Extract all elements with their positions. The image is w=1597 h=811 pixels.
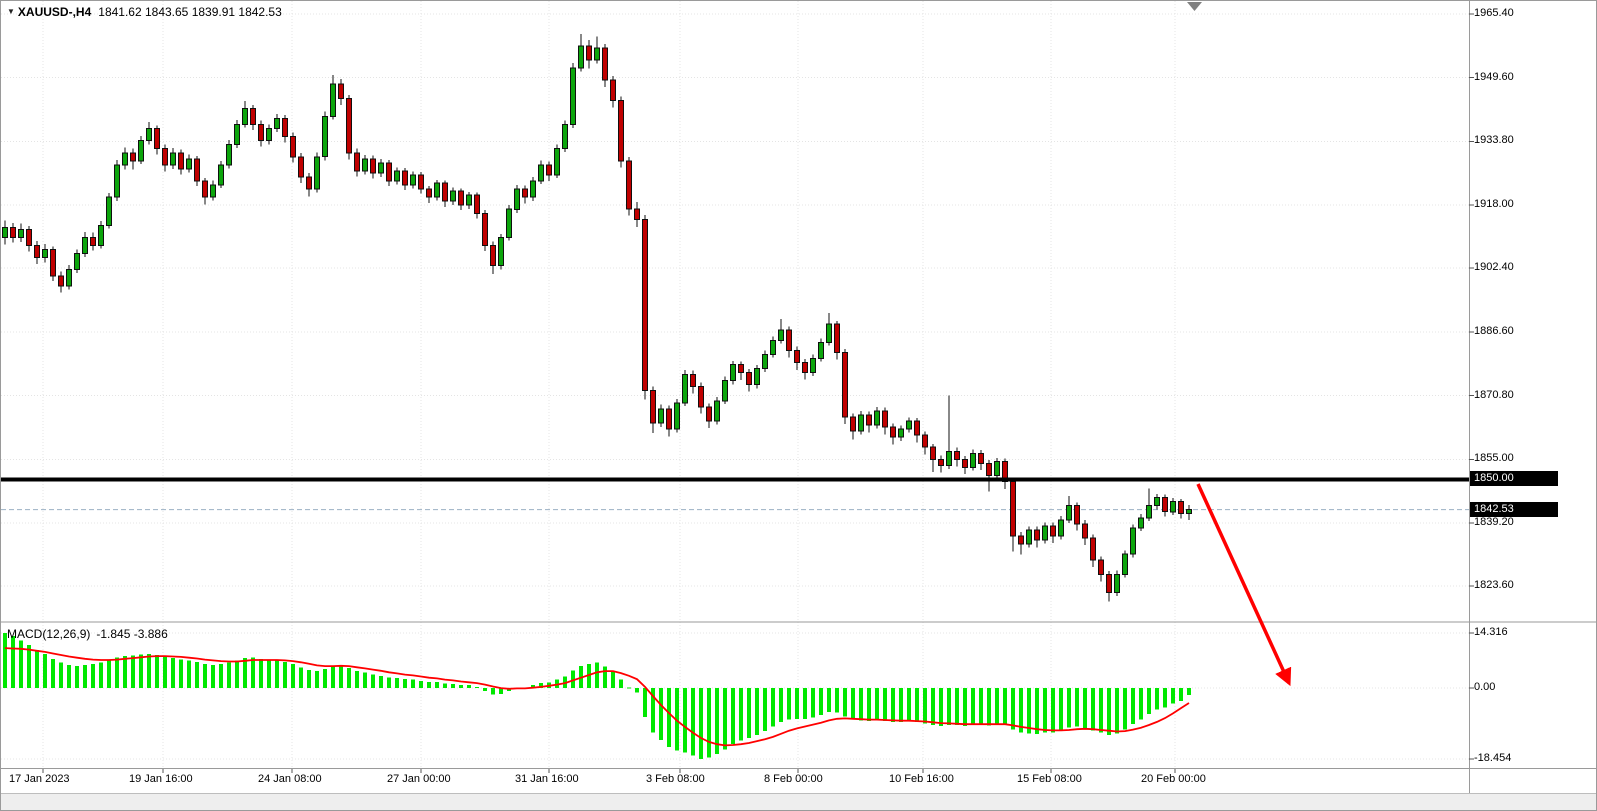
macd-axis-label: -18.454 xyxy=(1474,752,1512,765)
macd-histogram xyxy=(3,633,1191,760)
price-axis-label: 1918.00 xyxy=(1474,198,1514,211)
price-axis-label: 1949.60 xyxy=(1474,70,1514,83)
time-axis[interactable] xyxy=(1,769,1469,793)
hline-price-badge: 1850.00 xyxy=(1470,471,1558,487)
time-axis-label: 15 Feb 08:00 xyxy=(1017,773,1082,785)
price-axis-label: 1965.40 xyxy=(1474,6,1514,19)
price-axis-label: 1823.60 xyxy=(1474,578,1514,591)
price-axis-label: 1855.00 xyxy=(1474,452,1514,465)
time-axis-label: 10 Feb 16:00 xyxy=(889,773,954,785)
price-axis-label: 1839.20 xyxy=(1474,516,1514,529)
one-click-toggle-icon[interactable]: ▼ xyxy=(7,7,15,16)
time-axis-label: 27 Jan 00:00 xyxy=(387,773,451,785)
price-axis-label: 1902.40 xyxy=(1474,261,1514,274)
pane-separators[interactable] xyxy=(1,1,1597,793)
time-axis-label: 17 Jan 2023 xyxy=(9,773,70,785)
price-axis[interactable] xyxy=(1469,1,1596,769)
price-axis-label: 1886.60 xyxy=(1474,324,1514,337)
window-bottom-strip xyxy=(1,793,1596,810)
time-axis-label: 8 Feb 00:00 xyxy=(764,773,823,785)
macd-signal-line xyxy=(4,647,1190,747)
macd-indicator-values: -1.845 -3.886 xyxy=(96,627,168,641)
time-axis-label: 3 Feb 08:00 xyxy=(646,773,705,785)
macd-indicator-name: MACD(12,26,9) xyxy=(7,627,91,641)
price-axis-label: 1870.80 xyxy=(1474,388,1514,401)
time-axis-label: 24 Jan 08:00 xyxy=(258,773,322,785)
current-price-badge: 1842.53 xyxy=(1470,501,1558,517)
time-axis-label: 20 Feb 00:00 xyxy=(1141,773,1206,785)
trend-arrow-annotation[interactable] xyxy=(1196,483,1292,687)
gridlines xyxy=(1,1,1469,767)
symbol-timeframe-label: XAUUSD-,H4 xyxy=(17,5,92,19)
chart-title: ▼ XAUUSD-,H4 1841.62 1843.65 1839.91 1842.… xyxy=(7,5,282,19)
time-axis-label: 19 Jan 16:00 xyxy=(129,773,193,785)
ohlc-values: 1841.62 1843.65 1839.91 1842.53 xyxy=(98,5,282,19)
macd-panel-label: MACD(12,26,9) -1.845 -3.886 xyxy=(7,627,168,641)
macd-axis-label: 14.316 xyxy=(1474,626,1508,638)
chart-shift-marker[interactable] xyxy=(1187,2,1202,11)
price-axis-label: 1933.80 xyxy=(1474,134,1514,147)
candlestick-series xyxy=(2,33,1192,602)
macd-axis-label: 0.00 xyxy=(1474,681,1496,694)
time-axis-label: 31 Jan 16:00 xyxy=(515,773,579,785)
